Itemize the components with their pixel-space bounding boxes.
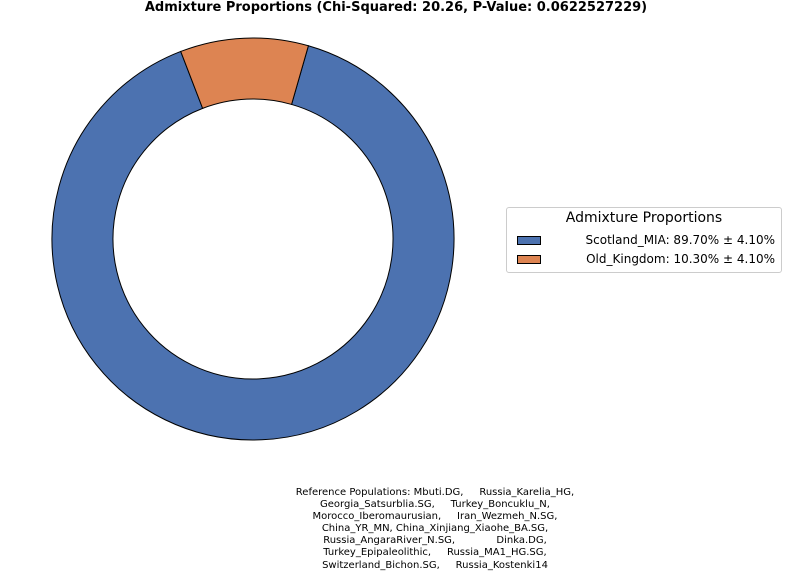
donut-slice-old-kingdom	[180, 37, 310, 110]
legend-item-scotland-mia: Scotland_MIA: 89.70% ± 4.10%	[517, 233, 775, 249]
reference-populations-footnote: Reference Populations: Mbuti.DG, Russia_…	[200, 487, 670, 572]
footnote-line: Reference Populations: Mbuti.DG, Russia_…	[295, 487, 575, 498]
footnote-line: Turkey_Epipaleolithic, Russia_MA1_HG.SG,	[323, 547, 547, 559]
donut-slice-scotland-mia	[51, 45, 455, 441]
footnote-line: Morocco_Iberomaurusian, Iran_Wezmeh_N.SG…	[312, 511, 558, 523]
footnote-line: Switzerland_Bichon.SG, Russia_Kostenki14	[322, 559, 548, 571]
legend: Admixture Proportions Scotland_MIA: 89.7…	[506, 207, 782, 273]
legend-item-old-kingdom: Old_Kingdom: 10.30% ± 4.10%	[517, 252, 775, 268]
legend-title: Admixture Proportions	[565, 210, 723, 226]
footnote-line: Georgia_Satsurblia.SG, Turkey_Boncuklu_N…	[320, 499, 550, 511]
chart-title: Admixture Proportions (Chi-Squared: 20.2…	[144, 0, 648, 15]
legend-label-old-kingdom: Old_Kingdom: 10.30% ± 4.10%	[586, 252, 775, 266]
footnote-line: Russia_AngaraRiver_N.SG, Dinka.DG,	[323, 535, 547, 547]
legend-label-scotland-mia: Scotland_MIA: 89.70% ± 4.10%	[585, 233, 775, 247]
legend-swatch-scotland-mia	[517, 236, 541, 245]
footnote-line: China_YR_MN, China_Xinjiang_Xiaohe_BA.SG…	[321, 523, 549, 535]
legend-swatch-old-kingdom	[517, 255, 541, 264]
